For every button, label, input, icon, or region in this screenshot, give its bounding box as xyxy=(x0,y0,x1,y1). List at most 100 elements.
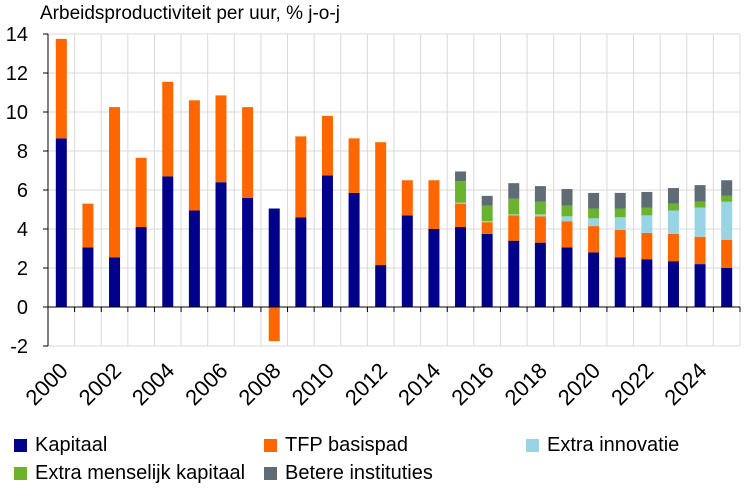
bar-extra-innovatie-2024 xyxy=(694,207,706,237)
x-tick-label-2016: 2016 xyxy=(446,358,498,410)
bar-kapitaal-2011 xyxy=(348,192,360,307)
bar-betere-instituties-2019 xyxy=(561,189,573,206)
bar-tfp-basispad-2021 xyxy=(614,229,626,258)
legend-swatch xyxy=(264,467,277,480)
y-tick-label: 4 xyxy=(17,219,28,241)
bar-tfp-basispad-2016 xyxy=(481,222,493,234)
legend-label: Kapitaal xyxy=(35,434,108,456)
x-tick-label-2006: 2006 xyxy=(180,358,232,410)
bar-kapitaal-2015 xyxy=(455,227,467,307)
legend-swatch xyxy=(264,439,277,452)
bar-extra-innovatie-2022 xyxy=(641,215,653,233)
x-tick-label-2004: 2004 xyxy=(127,358,179,410)
legend-swatch xyxy=(14,467,27,480)
bar-extra-menselijk-kapitaal-2025 xyxy=(721,195,733,202)
bar-extra-innovatie-2025 xyxy=(721,201,733,240)
chart-title: Arbeidsproductiviteit per uur, % j-o-j xyxy=(40,3,340,24)
legend-item: Extra innovatie xyxy=(526,434,679,457)
x-tick-label-2022: 2022 xyxy=(606,358,658,410)
x-tick-label-2010: 2010 xyxy=(287,358,339,410)
bar-extra-innovatie-2019 xyxy=(561,216,573,222)
bar-kapitaal-2018 xyxy=(534,242,546,307)
y-tick-label: -2 xyxy=(10,336,28,358)
bar-tfp-basispad-2025 xyxy=(721,239,733,268)
y-tick-labels: -2 0 2 4 6 8 10 12 14 xyxy=(6,24,28,358)
bar-kapitaal-2016 xyxy=(481,233,493,307)
bar-kapitaal-2010 xyxy=(321,175,333,307)
bar-betere-instituties-2017 xyxy=(508,183,520,199)
bar-betere-instituties-2025 xyxy=(721,180,733,196)
bar-betere-instituties-2015 xyxy=(455,171,467,182)
bar-kapitaal-2019 xyxy=(561,247,573,307)
bar-extra-innovatie-2016 xyxy=(481,221,493,223)
bar-tfp-basispad-2023 xyxy=(667,233,679,262)
bar-kapitaal-2013 xyxy=(401,215,413,307)
x-tick-label-2024: 2024 xyxy=(659,358,711,410)
bar-extra-innovatie-2015 xyxy=(455,202,467,204)
bar-betere-instituties-2018 xyxy=(534,186,546,202)
bar-tfp-basispad-2020 xyxy=(588,226,600,253)
bars xyxy=(55,38,733,342)
bar-kapitaal-2022 xyxy=(641,259,653,307)
bar-tfp-basispad-2012 xyxy=(375,142,387,266)
bar-extra-menselijk-kapitaal-2016 xyxy=(481,205,493,222)
bar-betere-instituties-2021 xyxy=(614,192,626,209)
bar-tfp-basispad-2000 xyxy=(55,38,67,139)
legend-item: Kapitaal xyxy=(14,434,107,457)
legend-item: TFP basispad xyxy=(264,434,408,457)
legend: Kapitaal TFP basispad Extra innovatie Extra… xyxy=(14,434,734,486)
bar-kapitaal-2007 xyxy=(242,197,254,307)
y-tick-label: 0 xyxy=(17,297,28,319)
legend-label: TFP basispad xyxy=(285,434,409,456)
bar-extra-menselijk-kapitaal-2023 xyxy=(667,203,679,211)
bar-betere-instituties-2023 xyxy=(667,188,679,204)
y-tick-label: 6 xyxy=(17,180,28,202)
bar-tfp-basispad-2009 xyxy=(295,136,307,218)
bar-extra-menselijk-kapitaal-2017 xyxy=(508,198,520,215)
bar-kapitaal-2017 xyxy=(508,240,520,307)
bar-kapitaal-2003 xyxy=(135,227,147,307)
bar-extra-innovatie-2023 xyxy=(667,210,679,234)
bar-kapitaal-2024 xyxy=(694,264,706,307)
bar-betere-instituties-2020 xyxy=(588,192,600,209)
bar-tfp-basispad-2018 xyxy=(534,216,546,243)
y-tick-label: 14 xyxy=(6,24,28,46)
bar-kapitaal-2023 xyxy=(667,261,679,307)
bar-kapitaal-2012 xyxy=(375,265,387,307)
bar-tfp-basispad-2007 xyxy=(242,107,254,198)
legend-item: Betere instituties xyxy=(264,462,433,485)
legend-label: Extra innovatie xyxy=(547,434,680,456)
x-tick-label-2000: 2000 xyxy=(21,358,73,410)
bar-kapitaal-2004 xyxy=(162,176,174,307)
bar-kapitaal-2005 xyxy=(188,210,200,307)
bar-tfp-basispad-2019 xyxy=(561,221,573,248)
x-tick-label-2018: 2018 xyxy=(500,358,552,410)
bar-extra-menselijk-kapitaal-2024 xyxy=(694,201,706,208)
legend-item: Extra menselijk kapitaal xyxy=(14,462,245,485)
axes xyxy=(43,33,741,347)
x-tick-label-2002: 2002 xyxy=(74,358,126,410)
bar-kapitaal-2006 xyxy=(215,182,227,307)
bar-extra-innovatie-2017 xyxy=(508,214,520,216)
bar-extra-menselijk-kapitaal-2019 xyxy=(561,205,573,217)
x-tick-label-2020: 2020 xyxy=(553,358,605,410)
legend-swatch xyxy=(526,439,539,452)
bar-kapitaal-2001 xyxy=(82,247,94,307)
bar-betere-instituties-2024 xyxy=(694,185,706,202)
bar-extra-menselijk-kapitaal-2022 xyxy=(641,207,653,216)
bar-kapitaal-2014 xyxy=(428,229,440,307)
bar-tfp-basispad-2002 xyxy=(109,107,121,258)
bar-tfp-basispad-2006 xyxy=(215,95,227,183)
x-tick-labels: 2000 2002 2004 2006 2008 2010 2012 2014 2016 2018… xyxy=(21,358,712,410)
bar-extra-menselijk-kapitaal-2018 xyxy=(534,201,546,215)
bar-tfp-basispad-2013 xyxy=(401,180,413,216)
bar-tfp-basispad-2001 xyxy=(82,203,94,248)
bar-extra-menselijk-kapitaal-2020 xyxy=(588,208,600,219)
bar-kapitaal-2025 xyxy=(721,268,733,307)
bar-extra-innovatie-2021 xyxy=(614,217,626,230)
bar-tfp-basispad-2015 xyxy=(455,203,467,228)
bar-betere-instituties-2016 xyxy=(481,195,493,206)
legend-label: Extra menselijk kapitaal xyxy=(35,462,246,484)
